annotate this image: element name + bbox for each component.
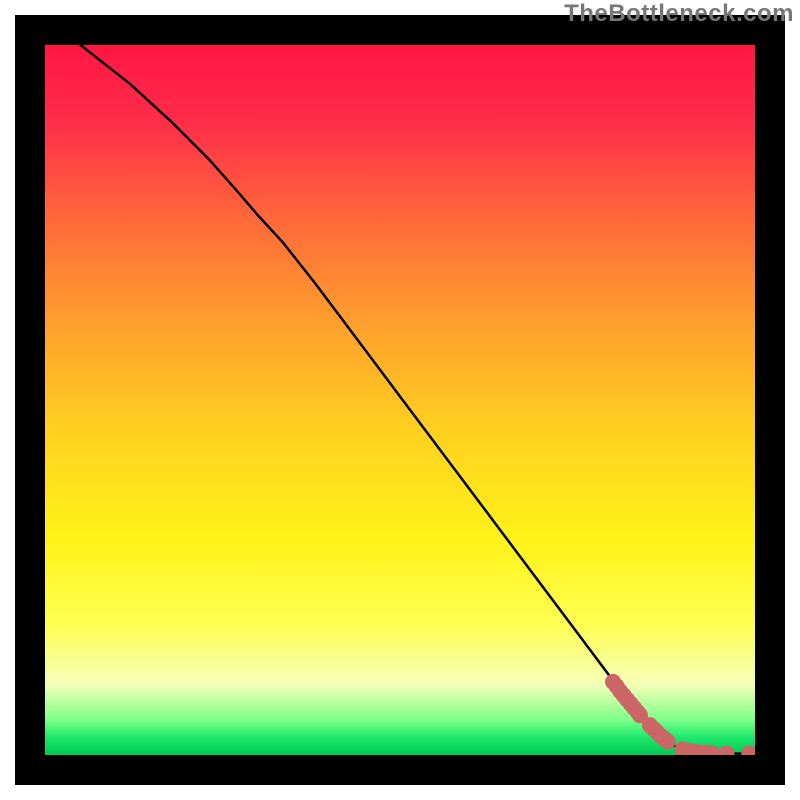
watermark-text: TheBottleneck.com xyxy=(564,0,794,28)
data-marker xyxy=(660,734,676,750)
chart-stage: TheBottleneck.com xyxy=(0,0,800,800)
chart-svg xyxy=(0,0,800,800)
gradient-background xyxy=(45,45,755,755)
